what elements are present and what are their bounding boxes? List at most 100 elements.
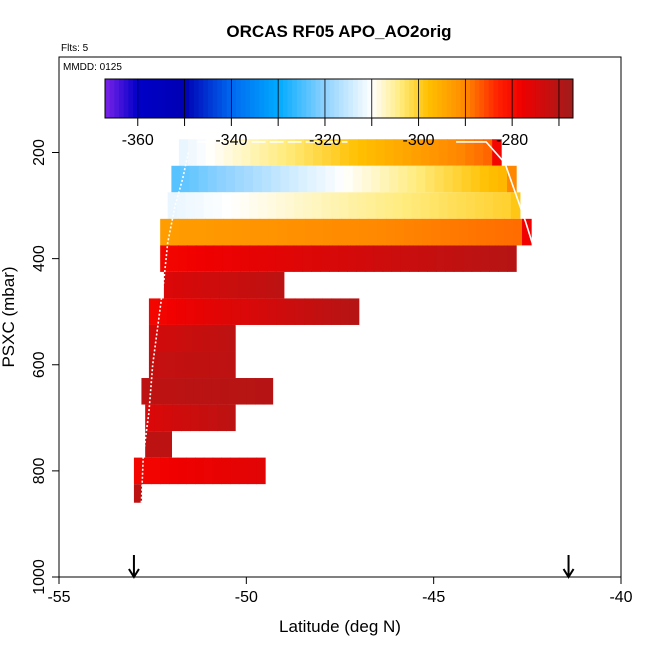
heat-cell (458, 218, 469, 246)
heat-cell (203, 457, 214, 485)
heat-cell (259, 218, 270, 246)
x-tick-label: -50 (235, 589, 258, 606)
heat-cell (316, 165, 327, 193)
heat-cell (404, 218, 415, 246)
heat-cell (323, 218, 333, 246)
heat-cell (341, 218, 351, 246)
heat-cell (169, 245, 179, 272)
heat-cell (304, 298, 314, 325)
heat-cell (230, 192, 241, 219)
colorbar-swatch (568, 79, 574, 118)
heat-cell (222, 245, 232, 272)
heat-cell (212, 192, 223, 219)
heat-cell (259, 139, 269, 166)
heat-cell (465, 192, 476, 219)
heat-cell (384, 192, 395, 219)
heat-cell (154, 404, 164, 432)
heat-cell (483, 139, 493, 166)
heat-cell (483, 192, 494, 219)
colorbar-swatch (203, 79, 209, 118)
colorbar-swatch (535, 79, 541, 118)
heat-cell (307, 165, 318, 193)
heat-cell (512, 218, 523, 246)
heat-cell (289, 165, 299, 193)
heat-cell (142, 457, 153, 485)
colorbar-swatch (549, 79, 555, 118)
track-left-descent (140, 152, 190, 503)
heat-cell (331, 298, 342, 325)
heat-cell (268, 139, 278, 166)
heat-cell (202, 378, 212, 405)
heat-cell (243, 165, 254, 193)
heat-cell (231, 298, 241, 325)
heat-cell (456, 139, 466, 166)
heat-cell (166, 324, 176, 352)
heat-cell (286, 139, 296, 166)
track-right-profile (456, 141, 534, 246)
heat-cell (302, 245, 313, 272)
heat-cell (133, 484, 139, 503)
heat-cell (169, 218, 179, 246)
colorbar-swatch (339, 79, 345, 118)
heat-cell (237, 378, 247, 405)
colorbar-swatch (343, 79, 349, 118)
heat-cell (380, 165, 390, 193)
x-axis-label: Latitude (deg N) (279, 617, 401, 636)
heat-cell (277, 218, 288, 246)
heat-cell (207, 165, 218, 193)
colorbar-swatch (409, 79, 415, 118)
colorbar-swatch (329, 79, 335, 118)
heat-cell (357, 139, 368, 166)
colorbar-swatch (554, 79, 560, 118)
heat-cell (355, 245, 366, 272)
heat-cell (352, 165, 363, 193)
heat-cell (193, 378, 204, 405)
heat-cell (166, 351, 176, 379)
colorbar-swatch (362, 79, 368, 118)
heat-cell (191, 271, 202, 299)
heat-cell (257, 192, 268, 219)
heat-cell (284, 245, 295, 272)
heat-cell (240, 298, 250, 325)
y-tick-label: 600 (31, 351, 48, 378)
heat-cell (510, 192, 521, 219)
heat-cell (366, 139, 377, 166)
heat-cell (322, 298, 332, 325)
heat-cell (203, 298, 214, 325)
heat-cell (196, 218, 206, 246)
heat-cell (461, 165, 472, 193)
heat-cell (438, 192, 449, 219)
colorbar-swatch (479, 79, 485, 118)
colorbar-swatch (156, 79, 162, 118)
heat-cell (221, 192, 232, 219)
x-tick-label: -45 (422, 589, 445, 606)
heat-cell (280, 165, 290, 193)
heat-cell (375, 139, 386, 166)
heat-cell (141, 378, 151, 405)
colorbar-tick-label: -280 (496, 132, 528, 149)
heat-cell (250, 218, 261, 246)
heat-cell (247, 457, 257, 485)
heat-cell (313, 298, 323, 325)
heat-cell (431, 218, 442, 246)
x-tick-label: -55 (47, 589, 70, 606)
heat-cell (256, 271, 266, 299)
heat-cell (507, 165, 517, 193)
heat-cell (485, 218, 496, 246)
heat-cell (325, 165, 336, 193)
heat-cell (157, 324, 167, 352)
heat-cell (157, 351, 167, 379)
axes: -55 -50 -45 -40 200 400 600 800 1000 (31, 139, 633, 606)
heat-cell (228, 271, 239, 299)
colorbar-swatch (109, 79, 115, 118)
colorbar-tick-label: -320 (309, 132, 341, 149)
colorbar-swatch (259, 79, 265, 118)
heat-cell (249, 245, 259, 272)
heat-cell (217, 404, 227, 432)
heat-cell (158, 378, 169, 405)
heat-cell (348, 192, 358, 219)
colorbar-swatch (498, 79, 504, 118)
heat-cell (205, 218, 216, 246)
heat-cell (447, 192, 458, 219)
heat-cell (148, 298, 159, 325)
